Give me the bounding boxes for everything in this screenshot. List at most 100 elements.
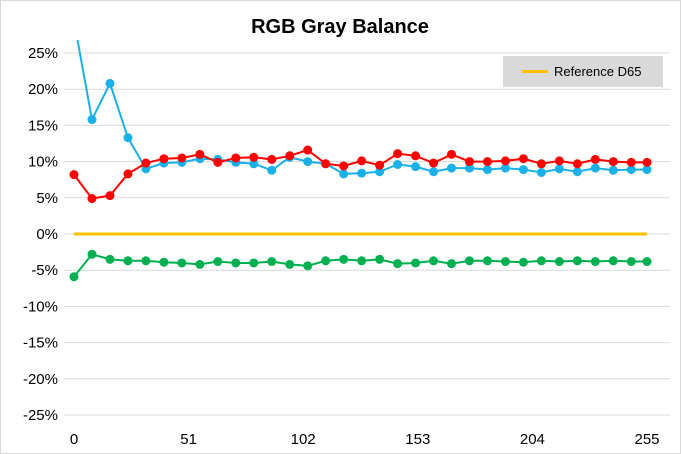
data-point-green xyxy=(536,256,546,266)
y-tick-label: 20% xyxy=(28,81,58,98)
data-point-red xyxy=(339,161,349,171)
data-point-red xyxy=(429,158,439,168)
data-point-green xyxy=(518,257,528,267)
data-point-blue xyxy=(357,168,367,178)
data-point-green xyxy=(159,257,169,267)
data-point-green xyxy=(303,261,313,271)
data-point-green xyxy=(500,257,510,267)
data-point-blue xyxy=(339,169,349,179)
data-point-blue xyxy=(70,16,79,25)
legend-label-reference-d65: Reference D65 xyxy=(554,64,641,79)
data-point-blue xyxy=(267,165,277,175)
data-point-blue xyxy=(626,165,636,175)
data-point-green xyxy=(464,256,474,266)
y-tick-label: 0% xyxy=(36,226,58,243)
data-point-blue xyxy=(105,78,115,88)
y-axis-tick-labels: 25% 20% 15% 10% 5% 0% -5% -10% -15% -20% -25% xyxy=(23,45,58,424)
y-tick-label: -5% xyxy=(31,262,58,279)
data-point-green xyxy=(590,257,600,267)
data-point-green xyxy=(339,254,349,264)
data-point-red xyxy=(447,149,457,159)
y-tick-label: 10% xyxy=(28,154,58,171)
y-tick-label: -10% xyxy=(23,298,58,315)
data-point-red xyxy=(195,149,205,159)
data-point-red xyxy=(321,159,331,169)
data-point-red xyxy=(105,191,115,201)
data-point-red xyxy=(608,157,618,167)
data-point-green xyxy=(123,256,133,266)
data-point-red xyxy=(375,160,385,170)
data-point-green xyxy=(195,259,205,269)
series-line-blue xyxy=(76,40,647,175)
data-point-red xyxy=(267,154,277,164)
data-point-green xyxy=(141,256,151,266)
series-green xyxy=(69,249,652,282)
data-point-green xyxy=(482,256,492,266)
data-point-red xyxy=(357,156,367,166)
data-point-blue xyxy=(464,163,474,173)
x-tick-label: 102 xyxy=(291,431,316,448)
x-tick-label: 0 xyxy=(70,431,78,448)
x-tick-label: 153 xyxy=(405,431,430,448)
data-point-green xyxy=(231,258,241,268)
series-red xyxy=(69,145,652,204)
chart-title: RGB Gray Balance xyxy=(251,16,429,38)
data-point-green xyxy=(357,256,367,266)
data-point-green xyxy=(285,259,295,269)
data-point-blue xyxy=(482,165,492,175)
data-point-green xyxy=(177,258,187,268)
x-tick-label: 51 xyxy=(180,431,197,448)
data-point-red xyxy=(554,156,564,166)
data-point-red xyxy=(123,169,133,179)
data-point-blue xyxy=(411,162,421,172)
data-point-blue xyxy=(249,159,259,169)
data-point-green xyxy=(447,259,457,269)
data-point-blue xyxy=(642,165,652,175)
data-point-red xyxy=(590,154,600,164)
data-point-red xyxy=(393,149,403,159)
data-point-blue xyxy=(123,133,133,143)
data-point-green xyxy=(69,272,79,282)
data-point-blue xyxy=(447,163,457,173)
data-point-red xyxy=(213,157,223,167)
y-tick-label: 25% xyxy=(28,45,58,62)
data-point-red xyxy=(626,157,636,167)
data-point-blue xyxy=(590,163,600,173)
data-point-green xyxy=(554,257,564,267)
data-point-blue xyxy=(393,159,403,169)
data-point-red xyxy=(303,145,313,155)
data-point-red xyxy=(249,152,259,162)
data-point-blue xyxy=(500,163,510,173)
data-point-green xyxy=(375,254,385,264)
data-point-red xyxy=(87,194,97,204)
data-point-red xyxy=(159,154,169,164)
data-point-blue xyxy=(518,165,528,175)
x-tick-label: 255 xyxy=(634,431,659,448)
data-point-blue xyxy=(608,165,618,175)
data-point-green xyxy=(626,257,636,267)
series-layer xyxy=(69,16,652,282)
x-tick-label: 204 xyxy=(520,431,545,448)
data-point-green xyxy=(321,256,331,266)
data-point-blue xyxy=(375,167,385,177)
data-point-red xyxy=(285,151,295,161)
data-point-red xyxy=(500,156,510,166)
data-point-red xyxy=(464,157,474,167)
data-point-red xyxy=(411,151,421,161)
data-point-red xyxy=(141,158,151,168)
data-point-blue xyxy=(572,167,582,177)
data-point-green xyxy=(249,258,259,268)
data-point-blue xyxy=(87,115,97,125)
legend: Reference D65 xyxy=(503,56,663,87)
data-point-green xyxy=(642,257,652,267)
data-point-red xyxy=(642,157,652,167)
data-point-red xyxy=(518,154,528,164)
data-point-red xyxy=(572,159,582,169)
data-point-green xyxy=(213,257,223,267)
data-point-red xyxy=(536,159,546,169)
data-point-green xyxy=(411,258,421,268)
data-point-green xyxy=(572,256,582,266)
data-point-red xyxy=(177,153,187,163)
y-tick-label: -15% xyxy=(23,335,58,352)
